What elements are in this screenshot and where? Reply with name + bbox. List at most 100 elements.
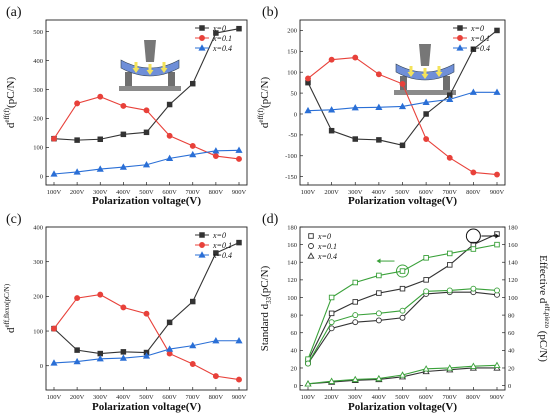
legend-marker	[199, 242, 205, 248]
data-point	[399, 285, 406, 292]
y-tick-label-right: 180	[508, 224, 518, 231]
data-point	[51, 325, 57, 332]
arrow-icon	[435, 66, 443, 77]
data-point	[469, 362, 477, 369]
y-tick-label: 500	[33, 29, 43, 36]
panel-4: (d) 0 20 40 60 80 100 120 140 160 180 0 20 40 60 80 100 1…	[259, 212, 550, 413]
data-point	[422, 365, 430, 372]
support-right	[168, 72, 175, 86]
x-tick-label: 800V	[209, 394, 224, 401]
bending-schematic-icon	[119, 40, 181, 91]
data-point	[447, 250, 453, 257]
data-point	[352, 136, 359, 142]
y-tick-label-right: 100	[508, 295, 518, 302]
x-tick-label: 800V	[209, 189, 224, 196]
data-point	[212, 153, 219, 160]
y-axis-title-right: Effective deff,piezo (pC/N)	[537, 255, 550, 362]
data-point	[51, 135, 57, 142]
arrow-icon	[146, 64, 154, 75]
loading-tip	[144, 40, 156, 62]
data-point	[423, 111, 429, 117]
data-point	[446, 364, 454, 371]
x-tick-label: 600V	[162, 394, 177, 401]
legend-marker	[457, 25, 463, 31]
data-point	[375, 310, 382, 317]
panel-label: (c)	[6, 212, 22, 227]
x-tick-label: 300V	[93, 394, 108, 401]
data-point	[376, 137, 382, 143]
x-tick-label: 700V	[186, 189, 201, 196]
data-point	[352, 279, 359, 286]
y-tick-label: 0	[40, 174, 43, 181]
data-point	[120, 131, 127, 138]
y-tick-label-right: 60	[508, 330, 515, 337]
highlight-circle	[396, 264, 409, 278]
data-point	[352, 54, 359, 61]
y-tick-label: 80	[291, 312, 298, 319]
x-tick-label: 800V	[466, 394, 481, 401]
x-tick-label: 900V	[490, 394, 505, 401]
data-point	[399, 142, 406, 149]
legend-marker	[457, 35, 463, 41]
data-point	[376, 272, 382, 279]
data-point	[494, 171, 500, 178]
y-tick-label: 100	[33, 145, 43, 152]
series-line-2	[53, 96, 240, 160]
panel-label: (a)	[6, 5, 22, 20]
x-tick-label: 600V	[419, 394, 434, 401]
x-tick-label: 200V	[70, 394, 85, 401]
y-tick-label: 40	[291, 348, 298, 355]
y-tick-label: 100	[33, 328, 43, 335]
data-point	[189, 341, 197, 349]
data-point	[236, 25, 242, 32]
data-point	[74, 295, 81, 302]
x-tick-label: 900V	[490, 189, 505, 196]
data-point	[304, 380, 312, 387]
data-point	[494, 241, 500, 248]
legend-entry: x=0.1	[317, 242, 337, 251]
x-tick-label: 300V	[348, 394, 363, 401]
x-tick-label: 700V	[186, 394, 201, 401]
data-point	[423, 277, 429, 283]
data-point	[470, 285, 477, 292]
arrow-icon	[132, 62, 140, 73]
data-point	[423, 288, 430, 295]
legend-marker	[308, 233, 314, 239]
x-tick-label: 500V	[139, 189, 154, 196]
data-point	[398, 102, 407, 110]
data-point	[236, 376, 242, 383]
bending-schematic-icon	[394, 44, 456, 95]
x-axis-title: Polarization voltage(V)	[92, 401, 201, 413]
legend-entry: x=0.4	[317, 252, 337, 261]
legend-marker	[199, 232, 205, 238]
panel-label: (d)	[262, 212, 279, 227]
series-line-3	[307, 291, 498, 364]
data-point	[166, 350, 173, 357]
data-point	[97, 291, 104, 298]
data-point	[351, 104, 359, 111]
data-point	[375, 374, 383, 382]
data-point	[166, 345, 174, 352]
data-point	[120, 304, 127, 311]
data-point	[446, 154, 453, 161]
x-tick-label: 100V	[47, 394, 62, 401]
x-axis-title: Polarization voltage(V)	[348, 401, 457, 413]
data-point	[212, 147, 220, 154]
y-tick-label: 300	[33, 259, 43, 266]
y-tick-label-right: 160	[508, 242, 518, 249]
x-tick-label: 100V	[301, 189, 316, 196]
x-tick-label: 300V	[348, 189, 363, 196]
data-point	[328, 106, 336, 113]
data-point	[446, 95, 454, 103]
data-point	[235, 146, 243, 153]
legend-marker	[198, 44, 206, 51]
data-point	[399, 80, 406, 87]
series-line-2	[307, 244, 498, 360]
y-tick-label: 160	[287, 242, 297, 249]
arrow-icon	[160, 62, 168, 73]
legend-marker	[199, 35, 205, 41]
data-point	[328, 319, 335, 326]
data-point	[189, 361, 196, 367]
x-tick-label: 400V	[116, 394, 131, 401]
arrow-icon	[421, 68, 429, 79]
